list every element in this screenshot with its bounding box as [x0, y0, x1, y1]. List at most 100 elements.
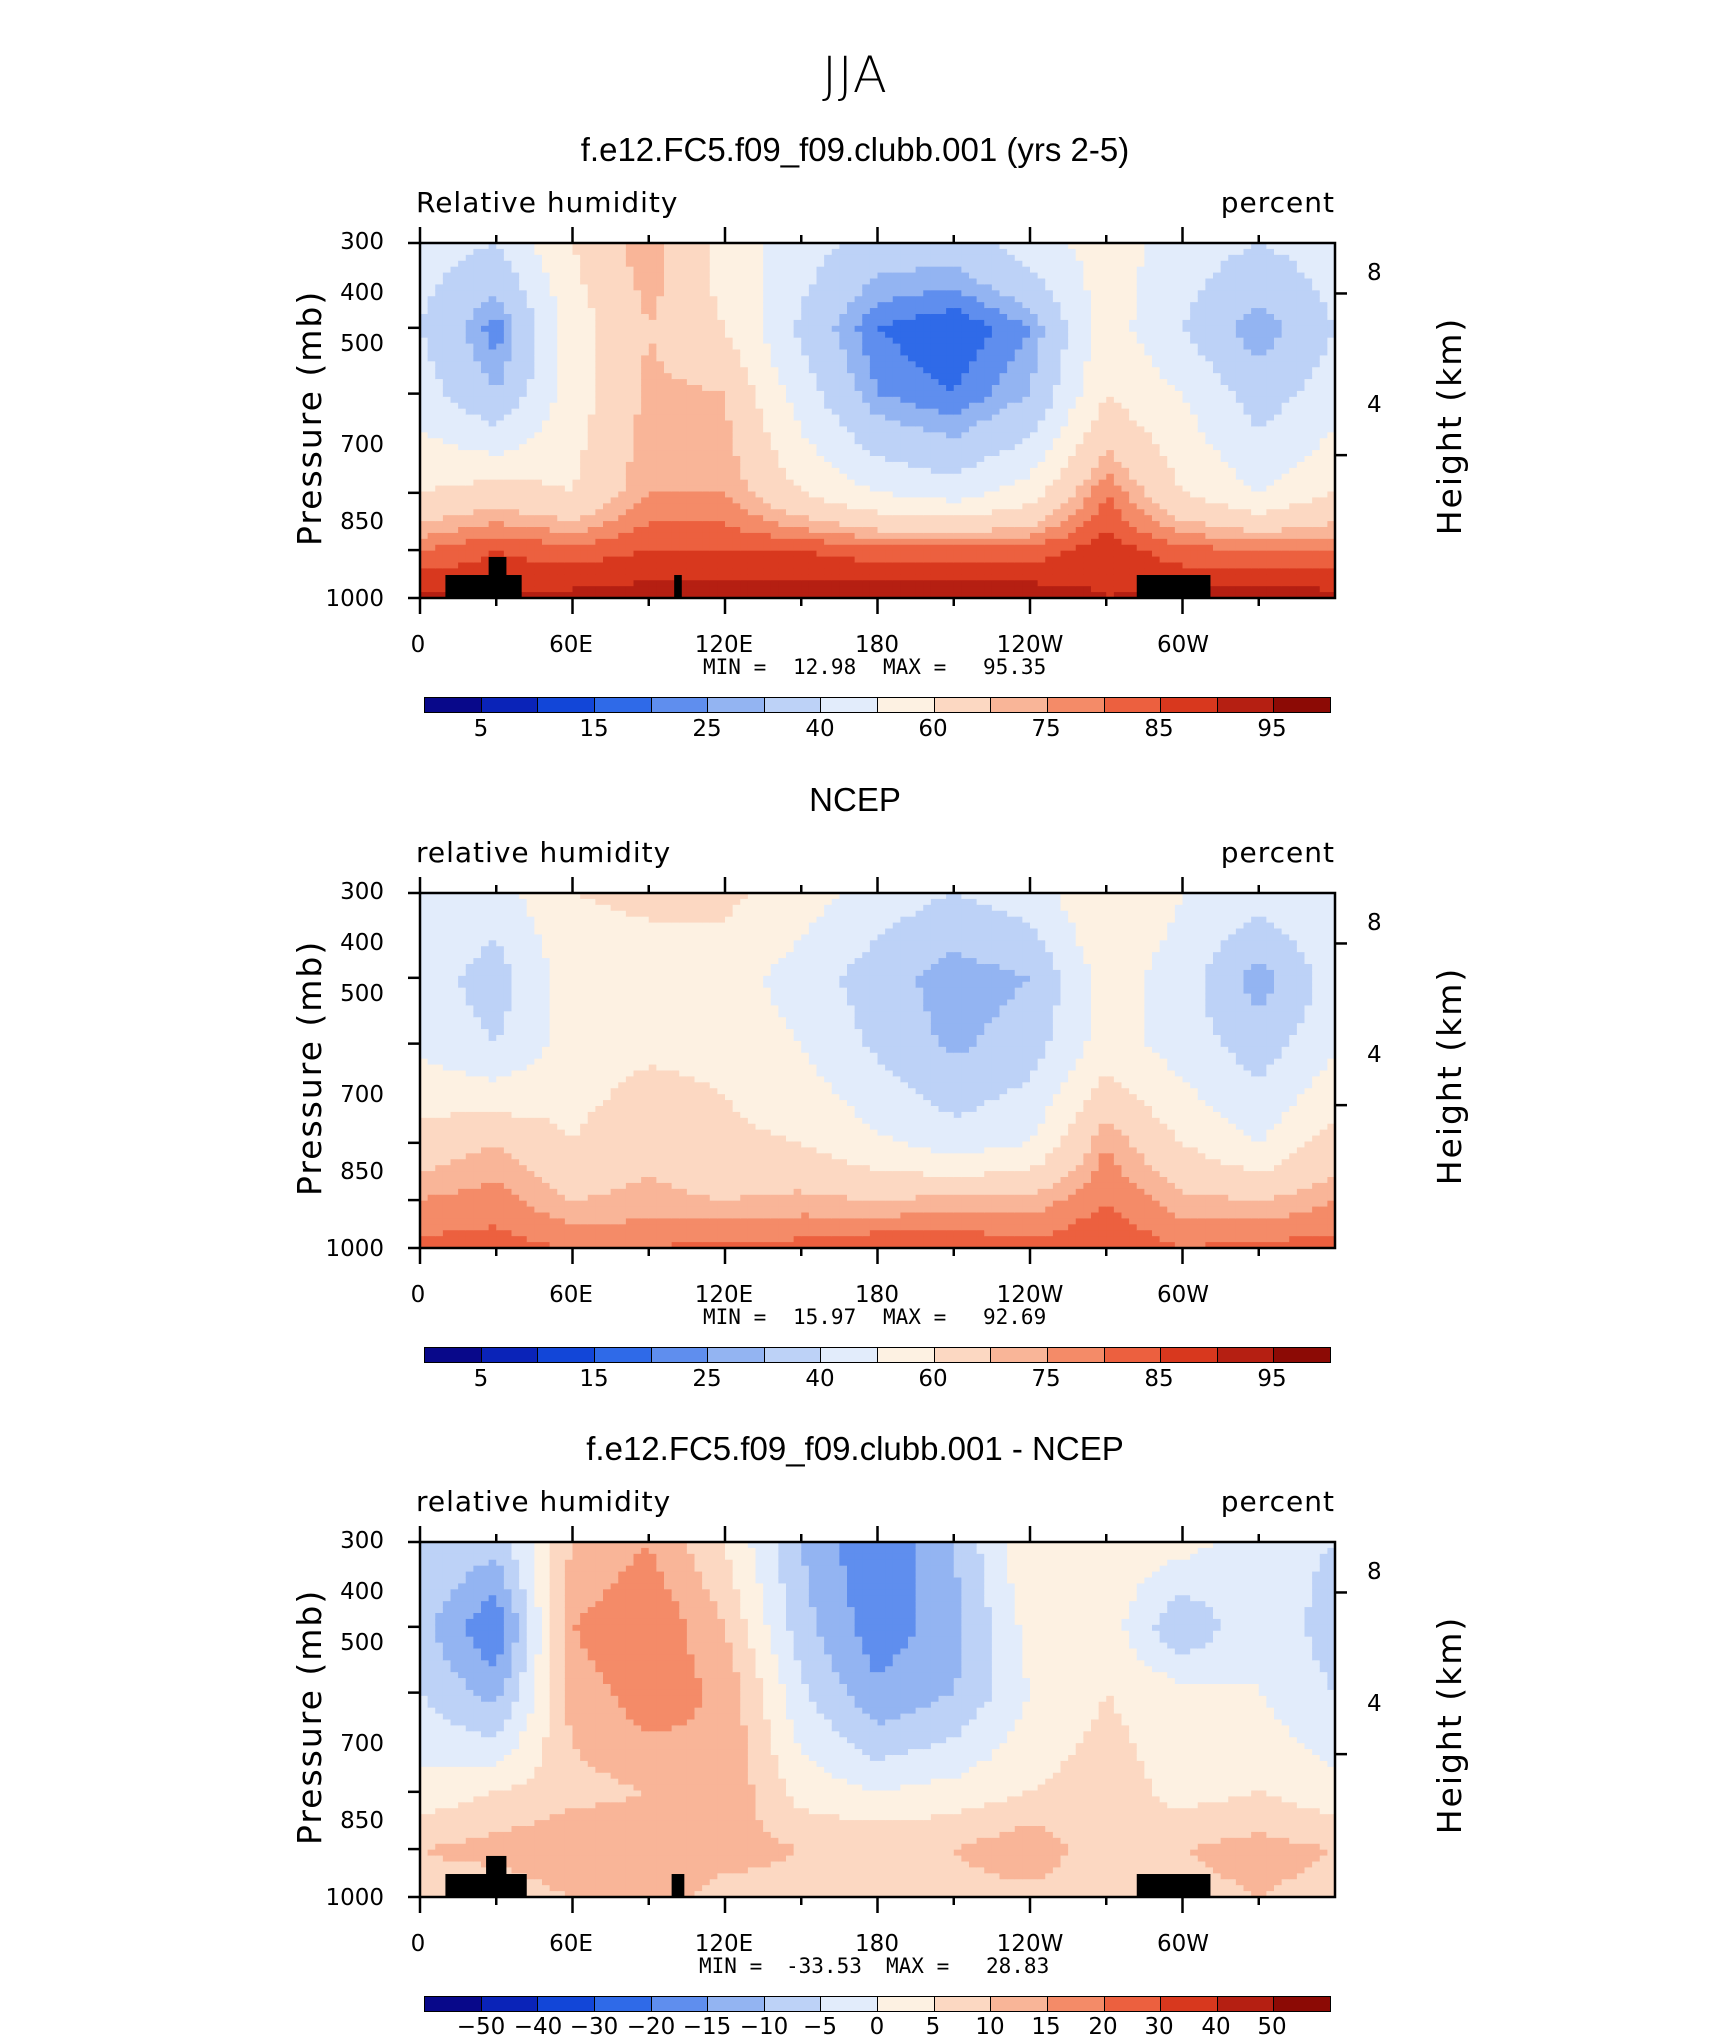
contour-cell [465, 337, 474, 345]
contour-cell [732, 426, 741, 433]
contour-cell [572, 266, 581, 274]
contour-cell [991, 467, 1001, 475]
contour-cell [725, 420, 734, 428]
contour-cell [671, 414, 680, 422]
contour-cell [908, 503, 917, 510]
contour-cell [542, 538, 551, 546]
contour-cell [1014, 420, 1023, 428]
contour-cell [633, 509, 642, 516]
contour-cell [999, 367, 1008, 374]
contour-cell [442, 527, 452, 534]
contour-cell [839, 503, 848, 510]
contour-cell [930, 343, 940, 351]
contour-cell [694, 266, 703, 274]
contour-cell [633, 432, 642, 439]
contour-cell [694, 278, 703, 286]
contour-cell [1030, 438, 1039, 445]
contour-cell [763, 497, 772, 504]
contour-cell [778, 556, 787, 564]
contour-cell [938, 503, 947, 510]
contour-cell [618, 302, 627, 309]
contour-cell [747, 550, 757, 558]
contour-cell [984, 408, 993, 416]
contour-cell [930, 396, 940, 404]
contour-cell [435, 314, 444, 321]
contour-cell [549, 509, 558, 516]
contour-cell [747, 308, 757, 315]
contour-cell [488, 473, 497, 481]
contour-cell [534, 254, 543, 262]
contour-cell [900, 438, 909, 445]
contour-cell [740, 491, 749, 499]
contour-cell [618, 497, 627, 504]
contour-cell [458, 254, 467, 262]
contour-cell [564, 562, 574, 570]
contour-cell [648, 556, 657, 564]
contour-cell [1022, 538, 1031, 546]
contour-cell [465, 349, 474, 357]
contour-cell [946, 538, 955, 546]
contour-cell [442, 319, 452, 327]
contour-cell [862, 515, 871, 522]
contour-cell [786, 379, 795, 386]
contour-cell [808, 426, 818, 433]
contour-cell [564, 379, 574, 386]
contour-cell [465, 532, 474, 540]
contour-cell [595, 521, 604, 528]
contour-cell [961, 473, 970, 481]
contour-cell [984, 302, 993, 309]
contour-cell [1030, 473, 1039, 481]
contour-cell [831, 402, 840, 410]
contour-cell [610, 515, 619, 522]
contour-cell [679, 450, 688, 457]
contour-cell [770, 254, 779, 262]
contour-cell [923, 337, 932, 345]
contour-cell [564, 491, 574, 499]
contour-cell [755, 503, 764, 510]
contour-cell [938, 467, 947, 475]
contour-cell [648, 254, 657, 262]
contour-cell [679, 521, 688, 528]
contour-cell [580, 544, 589, 552]
contour-cell [824, 503, 833, 510]
contour-cell [991, 385, 1001, 392]
contour-cell [648, 379, 657, 386]
contour-cell [496, 284, 505, 291]
contour-cell [976, 450, 985, 457]
contour-cell [1014, 414, 1023, 422]
contour-cell [549, 592, 558, 599]
contour-cell [1014, 426, 1023, 433]
contour-cell [686, 450, 696, 457]
contour-cell [610, 349, 619, 357]
contour-cell [953, 272, 962, 280]
contour-cell [1007, 408, 1016, 416]
contour-cell [930, 497, 940, 504]
contour-cell [755, 580, 764, 587]
contour-cell [740, 497, 749, 504]
contour-cell [1052, 314, 1062, 321]
contour-cell [709, 337, 718, 345]
contour-cell [900, 444, 909, 451]
contour-cell [869, 467, 879, 475]
contour-cell [732, 509, 741, 516]
contour-cell [885, 302, 894, 309]
contour-cell [717, 426, 726, 433]
contour-cell [587, 408, 596, 416]
contour-cell [961, 296, 970, 303]
contour-cell [503, 260, 513, 268]
contour-cell [564, 574, 574, 581]
contour-cell [488, 302, 497, 309]
contour-cell [1030, 296, 1039, 303]
contour-cell [420, 586, 429, 593]
contour-cell [511, 503, 520, 510]
contour-cell [732, 408, 741, 416]
contour-cell [908, 308, 917, 315]
contour-cell [969, 337, 978, 345]
contour-cell [664, 396, 673, 404]
contour-cell [747, 385, 757, 392]
contour-cell [885, 592, 894, 599]
contour-cell [946, 272, 955, 280]
contour-cell [885, 532, 894, 540]
contour-cell [862, 325, 871, 333]
contour-cell [930, 586, 940, 593]
